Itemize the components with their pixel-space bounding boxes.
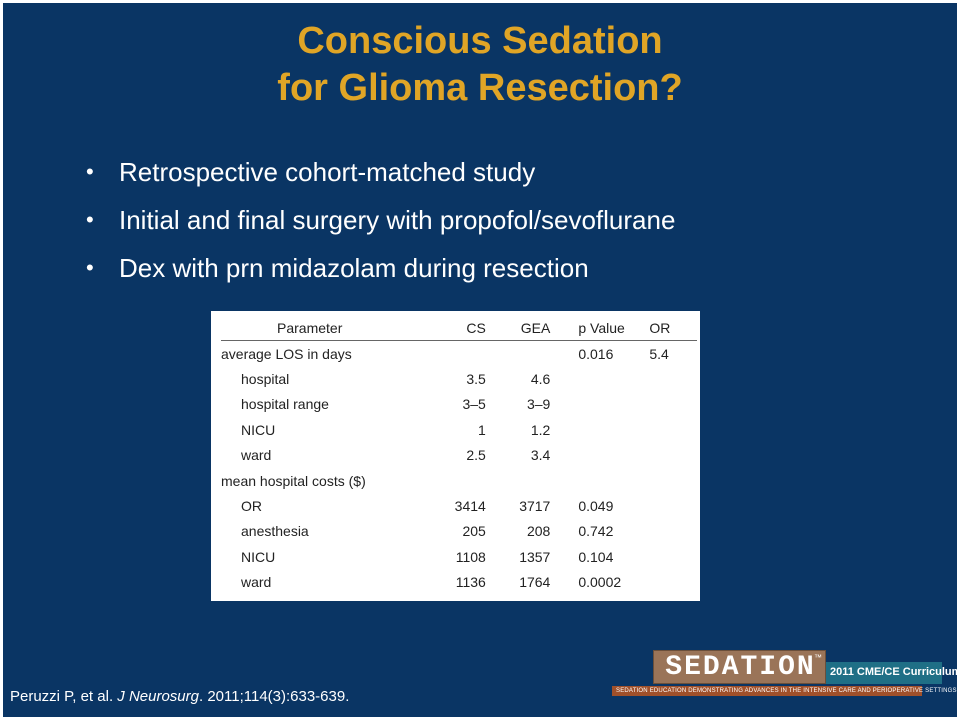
- cell-parameter: ward: [241, 574, 272, 591]
- cell-p-value: 0.742: [578, 523, 614, 540]
- cell-gea: 1764: [519, 574, 551, 591]
- cell-parameter: hospital range: [241, 396, 329, 413]
- title-line-1: Conscious Sedation: [297, 20, 663, 62]
- table-row: hospital 3.5 4.6: [221, 366, 697, 391]
- curriculum-label: 2011 CME/CE Curriculum: [830, 666, 960, 678]
- results-table-container: Parameter CS GEA p Value OR average LOS …: [211, 311, 700, 601]
- citation-journal: J Neurosurg: [117, 688, 199, 705]
- cell-parameter: anesthesia: [241, 523, 309, 540]
- table-row: mean hospital costs ($): [221, 468, 697, 493]
- cell-or: [649, 417, 697, 442]
- cell-cs: 3414: [454, 498, 486, 515]
- cell-cs: 1136: [455, 574, 486, 591]
- table-row: ward 2.5 3.4: [221, 443, 697, 468]
- bullet-text: Retrospective cohort-matched study: [119, 157, 536, 187]
- table-header-row: Parameter CS GEA p Value OR: [221, 315, 697, 341]
- table-row: ward 1136 1764 0.0002: [221, 570, 697, 595]
- citation-authors: Peruzzi P, et al.: [10, 688, 118, 705]
- cell-p-value: 0.104: [578, 548, 614, 565]
- cell-gea: 3–9: [526, 396, 551, 413]
- sedation-logo: SEDATION ™ 2011 CME/CE Curriculum SEDATI…: [612, 650, 960, 700]
- bullet-text: Initial and final surgery with propofol/…: [119, 205, 676, 235]
- cell-or: [649, 493, 697, 518]
- cell-or: 5.4: [649, 345, 669, 362]
- curriculum-badge: 2011 CME/CE Curriculum: [826, 662, 960, 684]
- table-row: anesthesia 205 208 0.742: [221, 519, 697, 544]
- citation: Peruzzi P, et al. J Neurosurg. 2011;114(…: [10, 688, 349, 705]
- table-row: NICU 1108 1357 0.104: [221, 544, 697, 569]
- title-line-2: for Glioma Resection?: [277, 67, 683, 109]
- header-cs: CS: [466, 319, 486, 336]
- cell-gea: 208: [526, 523, 551, 540]
- cell-or: [649, 392, 697, 417]
- logo-tagline: SEDATION EDUCATION DEMONSTRATING ADVANCE…: [616, 688, 957, 694]
- bullet-item: • Initial and final surgery with propofol…: [86, 196, 906, 244]
- bullet-dot: •: [86, 207, 94, 232]
- header-gea: GEA: [520, 319, 551, 336]
- cell-p-value: [550, 392, 649, 417]
- cell-p-value: 0.049: [578, 498, 614, 515]
- cell-parameter: NICU: [241, 421, 276, 438]
- cell-gea: [486, 341, 551, 367]
- bullet-text: Dex with prn midazolam during resection: [119, 253, 589, 283]
- cell-parameter: hospital: [241, 371, 290, 388]
- cell-cs: 3.5: [466, 371, 486, 388]
- cell-cs: [436, 341, 486, 367]
- cell-or: [649, 468, 697, 493]
- bullet-dot: •: [86, 159, 94, 184]
- results-table: Parameter CS GEA p Value OR average LOS …: [221, 315, 697, 595]
- table-row: NICU 1 1.2: [221, 417, 697, 442]
- bullet-list: • Retrospective cohort-matched study • Ini…: [86, 148, 906, 292]
- trademark-symbol: ™: [814, 653, 822, 662]
- cell-parameter: ward: [241, 447, 272, 464]
- cell-p-value: 0.0002: [578, 574, 622, 591]
- cell-gea: 3717: [519, 498, 551, 515]
- table-row: average LOS in days 0.016 5.4: [221, 341, 697, 367]
- cell-parameter: NICU: [241, 548, 276, 565]
- cell-cs: [436, 468, 486, 493]
- cell-cs: 2.5: [466, 447, 486, 464]
- cell-parameter: mean hospital costs ($): [221, 472, 366, 489]
- table-row: hospital range 3–5 3–9: [221, 392, 697, 417]
- cell-cs: 205: [462, 523, 486, 540]
- cell-gea: 4.6: [530, 371, 551, 388]
- bullet-dot: •: [86, 255, 94, 280]
- sedation-logo-word: SEDATION: [665, 652, 816, 683]
- cell-p-value: [550, 417, 649, 442]
- cell-gea: 1357: [519, 548, 551, 565]
- cell-or: [649, 519, 697, 544]
- cell-parameter: average LOS in days: [221, 345, 352, 362]
- cell-p-value: [550, 443, 649, 468]
- header-parameter: Parameter: [277, 319, 343, 336]
- cell-or: [649, 366, 697, 391]
- bullet-item: • Retrospective cohort-matched study: [86, 148, 906, 196]
- cell-cs: 1108: [455, 548, 486, 565]
- logo-tagline-bar: SEDATION EDUCATION DEMONSTRATING ADVANCE…: [612, 686, 957, 696]
- cell-gea: 1.2: [530, 421, 551, 438]
- cell-cs: 3–5: [462, 396, 486, 413]
- bullet-item: • Dex with prn midazolam during resection: [86, 244, 906, 292]
- table-row: OR 3414 3717 0.049: [221, 493, 697, 518]
- cell-gea: 3.4: [530, 447, 551, 464]
- cell-p-value: [550, 366, 649, 391]
- citation-rest: . 2011;114(3):633-639.: [198, 688, 350, 705]
- sedation-logo-wordmark: SEDATION ™: [653, 650, 826, 684]
- cell-or: [649, 443, 697, 468]
- cell-parameter: OR: [241, 498, 262, 515]
- header-p-value: p Value: [578, 319, 625, 336]
- cell-or: [649, 544, 697, 569]
- cell-cs: 1: [478, 421, 486, 438]
- cell-gea: [486, 468, 551, 493]
- cell-p-value: 0.016: [578, 345, 614, 362]
- slide-title: Conscious Sedation for Glioma Resection?: [0, 18, 960, 112]
- cell-p-value: [550, 468, 649, 493]
- header-or: OR: [649, 319, 671, 336]
- cell-or: [649, 570, 697, 595]
